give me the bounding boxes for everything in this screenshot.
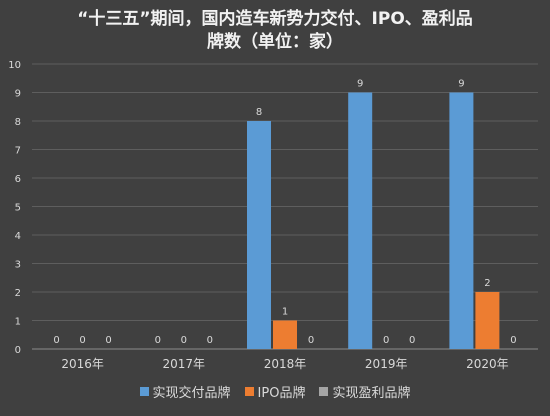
data-label-3-2: 0 [409,335,415,346]
data-label-2-1: 1 [282,307,288,318]
data-label-4-0: 9 [458,79,464,90]
x-tick-label: 2016年 [61,357,104,371]
chart-title-line-2: 牌数（单位：家） [207,32,343,52]
y-tick-label: 10 [8,60,21,71]
data-label-1-1: 0 [181,335,187,346]
data-label-4-1: 2 [484,278,490,289]
y-tick-label: 0 [15,345,21,356]
chart-title: “十三五”期间，国内造车新势力交付、IPO、盈利品 牌数（单位：家） [0,8,550,54]
data-label-0-1: 0 [79,335,85,346]
data-label-2-2: 0 [308,335,314,346]
y-tick-label: 1 [15,317,21,328]
x-tick-label: 2019年 [365,357,408,371]
y-tick-label: 7 [15,146,21,157]
data-label-1-2: 0 [207,335,213,346]
y-tick-label: 2 [15,288,21,299]
bar-4-0 [449,92,474,349]
legend-swatch-profit [319,387,329,396]
x-tick-label: 2020年 [466,357,509,371]
y-tick-label: 6 [15,174,21,185]
data-label-3-0: 9 [357,79,363,90]
legend-item-ipo: IPO品牌 [244,382,306,401]
y-tick-label: 9 [15,89,21,100]
data-label-1-0: 0 [155,335,161,346]
x-tick-label: 2018年 [264,357,307,371]
y-tick-label: 3 [15,260,21,271]
data-label-0-2: 0 [105,335,111,346]
bar-4-1 [475,292,500,349]
data-label-0-0: 0 [53,335,59,346]
legend-label-ipo: IPO品牌 [257,386,306,401]
legend-item-profit: 实现盈利品牌 [319,382,410,401]
legend-item-delivery: 实现交付品牌 [139,382,231,401]
y-tick-label: 4 [15,231,21,242]
y-tick-label: 8 [15,117,21,128]
legend-label-profit: 实现盈利品牌 [332,386,411,401]
x-tick-label: 2017年 [163,357,206,371]
legend-label-delivery: 实现交付品牌 [152,386,231,401]
chart-title-line-1: “十三五”期间，国内造车新势力交付、IPO、盈利品 [77,9,473,29]
chart-legend: 实现交付品牌 IPO品牌 实现盈利品牌 [0,382,550,401]
legend-swatch-delivery [139,387,149,396]
bar-2-0 [247,121,271,349]
y-tick-label: 5 [15,203,21,214]
data-label-3-1: 0 [383,335,389,346]
bar-3-0 [348,92,373,349]
data-label-2-0: 8 [256,107,262,118]
bar-2-1 [273,320,297,349]
legend-swatch-ipo [244,387,254,396]
data-label-4-2: 0 [510,335,516,346]
